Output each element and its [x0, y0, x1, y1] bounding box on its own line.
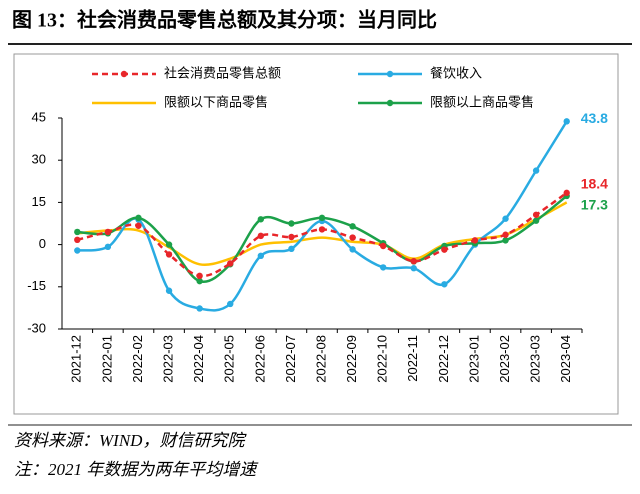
x-tick-label: 2021-12: [69, 335, 84, 383]
y-tick-label: 15: [32, 194, 46, 209]
legend-label: 餐饮收入: [430, 65, 482, 80]
point-marker: [502, 215, 509, 222]
x-tick-label: 2023-04: [558, 335, 573, 383]
x-tick-label: 2022-09: [344, 335, 359, 383]
y-tick-label: -30: [27, 320, 46, 335]
point-marker: [196, 272, 203, 280]
point-marker: [532, 167, 540, 174]
legend-marker: [386, 70, 394, 78]
legend-label: 限额以上商品零售: [430, 94, 534, 109]
legend-label: 社会消费品零售总额: [164, 65, 281, 80]
x-tick-label: 2022-07: [283, 335, 298, 383]
point-marker: [349, 223, 356, 230]
chart-frame: [13, 53, 619, 415]
x-tick-label: 2022-01: [99, 335, 114, 383]
x-tick-label: 2022-05: [222, 335, 237, 383]
value-label: 17.3: [581, 197, 608, 213]
point-marker: [471, 237, 479, 244]
point-marker: [196, 277, 203, 285]
point-marker: [227, 300, 234, 308]
point-marker: [74, 236, 81, 244]
legend-label: 限额以下商品零售: [164, 94, 268, 109]
point-marker: [257, 232, 265, 240]
point-marker: [318, 226, 326, 233]
series-line: [76, 191, 568, 278]
y-tick-label: -15: [27, 278, 46, 293]
point-marker: [135, 222, 142, 229]
point-marker: [165, 241, 173, 248]
x-tick-label: 2022-03: [160, 335, 175, 383]
point-marker: [532, 211, 540, 218]
point-marker: [379, 242, 387, 250]
point-marker: [441, 246, 448, 253]
chart-title: 图 13：社会消费品零售总额及其分项：当月同比: [12, 8, 437, 32]
x-tick-label: 2022-02: [130, 335, 145, 383]
footnote: 注：2021 年数据为两年平均增速: [14, 460, 259, 479]
x-tick-label: 2023-02: [497, 335, 512, 383]
point-marker: [257, 216, 265, 223]
point-marker: [441, 281, 448, 288]
point-marker: [379, 264, 387, 271]
source-note: 资料来源：WIND，财信研究院: [14, 431, 247, 450]
legend-marker: [120, 70, 128, 78]
point-marker: [74, 228, 81, 236]
x-tick-label: 2022-04: [191, 335, 206, 383]
point-marker: [104, 243, 112, 251]
point-marker: [104, 228, 112, 236]
point-marker: [563, 118, 570, 125]
y-tick-label: 45: [32, 109, 46, 124]
y-tick-label: 0: [39, 236, 46, 251]
point-marker: [165, 251, 173, 258]
point-marker: [288, 220, 295, 227]
x-tick-label: 2022-06: [252, 335, 267, 383]
series-line: [77, 201, 568, 266]
x-tick-label: 2023-03: [528, 335, 543, 383]
point-marker: [196, 305, 203, 312]
x-tick-label: 2022-08: [313, 335, 328, 383]
point-marker: [288, 245, 295, 253]
point-marker: [532, 217, 540, 224]
point-marker: [74, 247, 81, 254]
point-marker: [288, 233, 295, 241]
value-label: 43.8: [581, 110, 608, 126]
point-marker: [349, 234, 356, 241]
point-marker: [410, 257, 417, 265]
y-tick-label: 30: [32, 152, 46, 167]
point-marker: [410, 265, 417, 272]
value-label: 18.4: [581, 176, 608, 192]
x-tick-label: 2022-12: [436, 335, 451, 383]
point-marker: [502, 237, 509, 244]
point-marker: [349, 246, 356, 253]
x-tick-label: 2023-01: [466, 335, 481, 383]
point-marker: [227, 260, 234, 267]
point-marker: [318, 214, 326, 222]
x-tick-label: 2022-10: [375, 335, 390, 383]
point-marker: [165, 287, 173, 294]
point-marker: [135, 214, 142, 222]
x-tick-label: 2022-11: [405, 335, 420, 382]
point-marker: [502, 231, 509, 238]
legend-marker: [386, 99, 394, 107]
point-marker: [563, 189, 570, 197]
point-marker: [257, 252, 265, 260]
